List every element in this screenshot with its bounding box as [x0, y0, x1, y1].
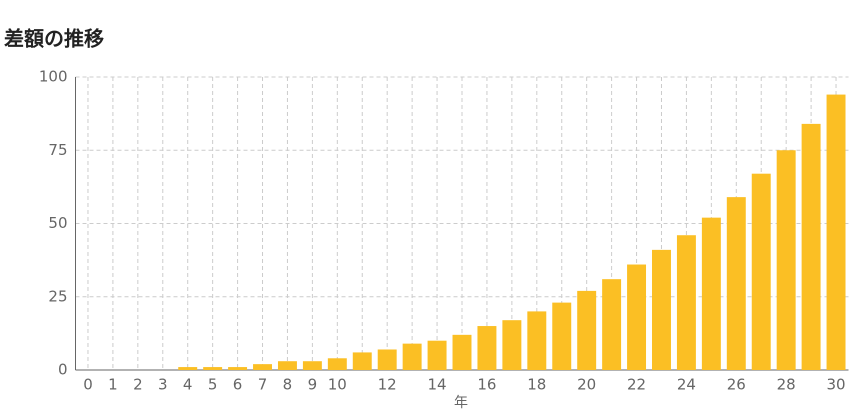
x-tick-label: 7: [258, 376, 268, 394]
bar: [726, 197, 746, 370]
y-tick-label: 25: [48, 287, 67, 305]
x-tick-label: 28: [777, 376, 796, 394]
x-tick-label: 12: [378, 376, 397, 394]
bar: [477, 326, 497, 370]
bar: [751, 173, 771, 370]
y-tick-label: 50: [48, 214, 67, 232]
bar: [228, 367, 248, 370]
x-tick-label: 0: [83, 376, 93, 394]
bar: [701, 217, 721, 370]
x-tick-label: 22: [627, 376, 646, 394]
x-tick-label: 2: [133, 376, 143, 394]
x-tick-label: 30: [826, 376, 845, 394]
bar: [627, 264, 647, 370]
x-tick-label: 6: [233, 376, 243, 394]
bar: [327, 358, 347, 370]
bar: [676, 235, 696, 370]
y-tick-label: 75: [48, 141, 67, 159]
chart-title: 差額の推移: [4, 27, 104, 51]
x-tick-label: 18: [527, 376, 546, 394]
x-axis-label: 年: [454, 395, 468, 411]
bar: [427, 340, 447, 370]
x-tick-label: 10: [328, 376, 347, 394]
bar: [402, 343, 422, 370]
bar: [652, 249, 671, 370]
y-tick-label: 100: [39, 68, 68, 86]
bar: [203, 367, 223, 370]
x-tick-label: 1: [108, 376, 118, 394]
bar: [302, 361, 322, 370]
bar: [801, 123, 821, 370]
x-tick-label: 4: [183, 376, 193, 394]
x-tick-label: 16: [477, 376, 496, 394]
bar: [577, 290, 597, 370]
y-tick-label: 0: [58, 361, 68, 379]
x-tick-label: 8: [283, 376, 293, 394]
bar: [253, 364, 272, 370]
bar: [502, 320, 522, 370]
x-tick-label: 24: [677, 376, 696, 394]
x-tick-label: 20: [577, 376, 596, 394]
x-tick-label: 14: [428, 376, 447, 394]
bar: [452, 334, 472, 370]
x-tick-label: 26: [727, 376, 746, 394]
bar: [277, 361, 297, 370]
bar: [826, 94, 846, 370]
bar: [602, 279, 622, 370]
bar: [178, 367, 198, 370]
bar: [377, 349, 397, 370]
bar: [552, 302, 572, 370]
x-tick-label: 9: [308, 376, 318, 394]
bar: [352, 352, 372, 370]
bar: [776, 150, 796, 370]
x-tick-label: 5: [208, 376, 218, 394]
x-tick-label: 3: [158, 376, 168, 394]
bar: [527, 311, 547, 370]
